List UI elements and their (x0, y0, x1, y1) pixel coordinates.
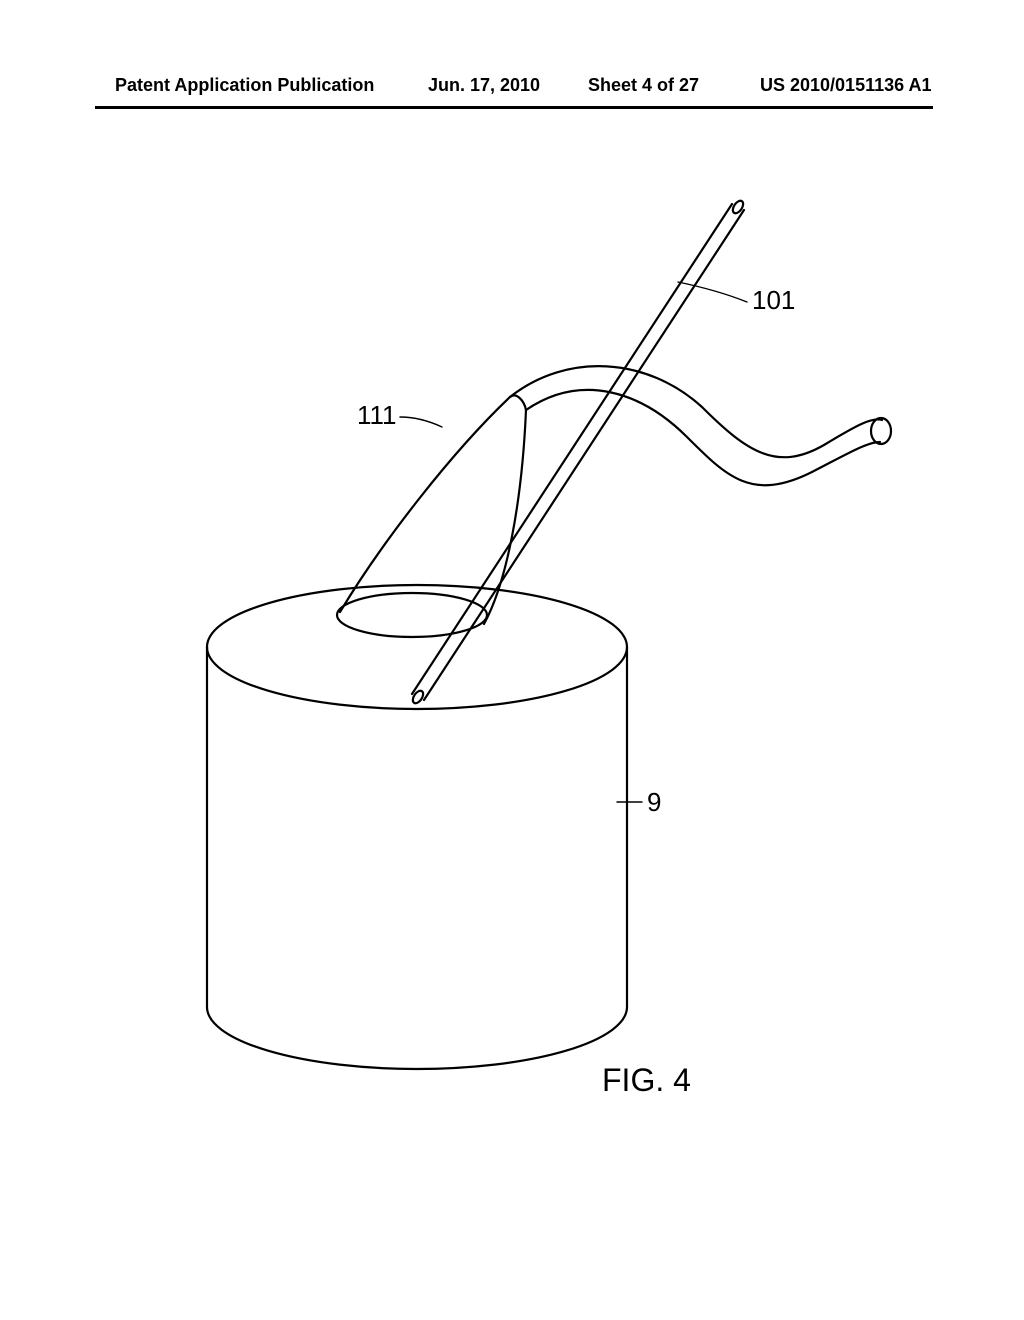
header-publication-type: Patent Application Publication (115, 75, 374, 96)
figure-caption: FIG. 4 (602, 1062, 691, 1099)
header-date: Jun. 17, 2010 (428, 75, 540, 96)
ref-label-9: 9 (647, 787, 661, 818)
ref-label-101: 101 (752, 285, 795, 316)
page: Patent Application Publication Jun. 17, … (0, 0, 1024, 1320)
ref-label-111: 111 (357, 400, 397, 431)
header-rule (95, 106, 933, 109)
page-header: Patent Application Publication Jun. 17, … (0, 75, 1024, 105)
header-publication-no: US 2010/0151136 A1 (760, 75, 931, 96)
header-sheet: Sheet 4 of 27 (588, 75, 699, 96)
figure-frame: 101 111 9 FIG. 4 (112, 142, 912, 1222)
